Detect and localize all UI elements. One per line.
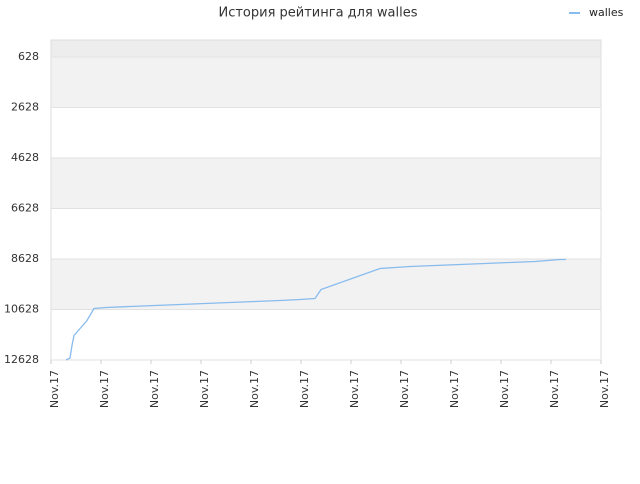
x-tick-label: Nov.17 (498, 370, 511, 408)
y-tick-label: 4628 (11, 151, 39, 164)
x-tick-label: Nov.17 (48, 370, 61, 408)
band (51, 309, 601, 360)
x-tick-label: Nov.17 (598, 370, 611, 408)
band (51, 56, 601, 108)
band (51, 258, 601, 310)
y-tick-label: 8628 (11, 252, 39, 265)
x-tick-label: Nov.17 (248, 370, 261, 408)
x-tick-label: Nov.17 (148, 370, 161, 408)
x-tick-label: Nov.17 (198, 370, 211, 408)
x-tick-label: Nov.17 (298, 370, 311, 408)
x-tick-label: Nov.17 (348, 370, 361, 408)
chart-title: История рейтинга для walles (218, 6, 417, 21)
band (51, 208, 601, 259)
x-tick-label: Nov.17 (98, 370, 111, 408)
band (51, 40, 601, 57)
y-tick-label: 12628 (4, 353, 39, 366)
y-tick-label: 6628 (11, 201, 39, 214)
y-tick-label: 2628 (11, 100, 39, 113)
y-tick-label: 628 (18, 50, 39, 63)
x-tick-label: Nov.17 (398, 370, 411, 408)
x-tick-label: Nov.17 (548, 370, 561, 408)
band (51, 157, 601, 209)
band (51, 107, 601, 158)
line (65, 258, 566, 361)
legend-label: walles (589, 6, 624, 19)
x-tick-label: Nov.17 (448, 370, 461, 408)
y-tick-label: 10628 (4, 302, 39, 315)
